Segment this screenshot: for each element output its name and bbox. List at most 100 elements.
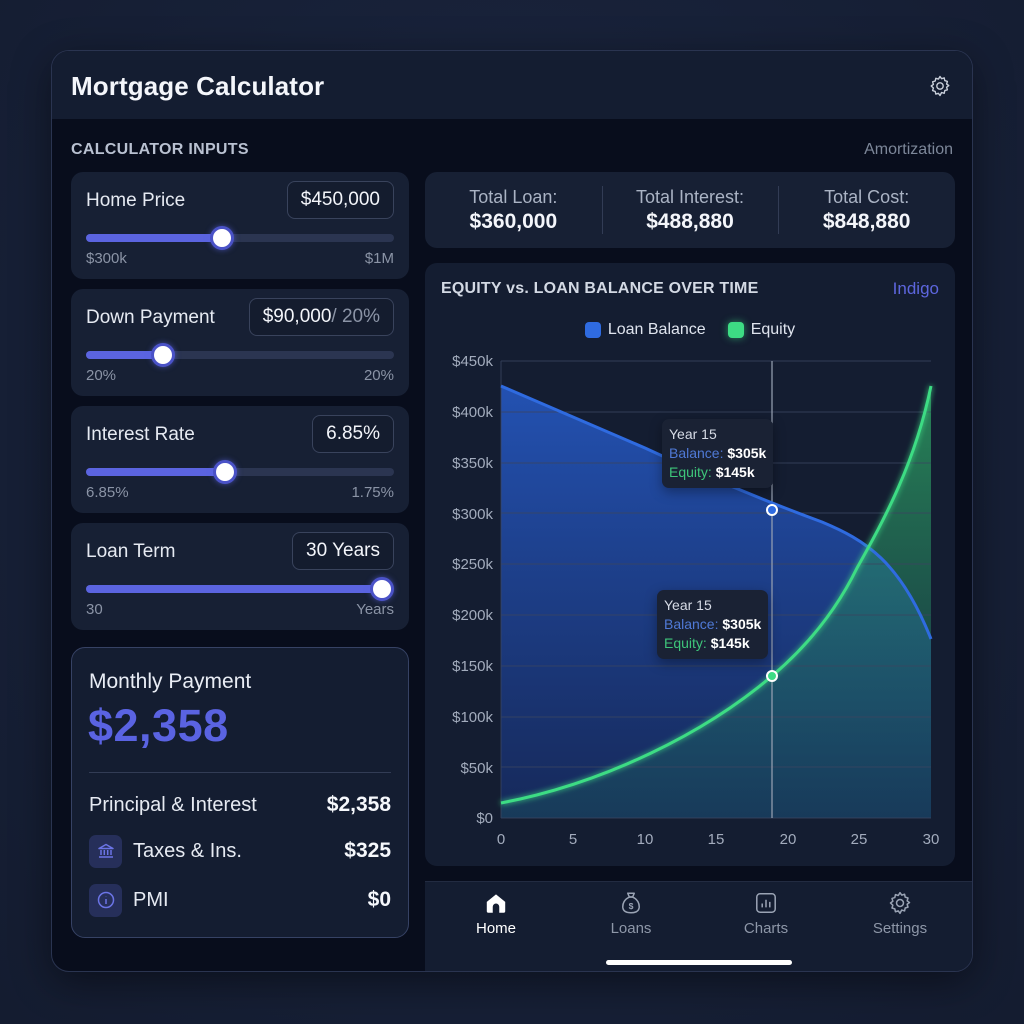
legend-swatch-blue bbox=[584, 322, 601, 338]
svg-text:30: 30 bbox=[923, 831, 940, 848]
tab-loans[interactable]: $ Loans bbox=[586, 890, 676, 937]
equity-marker bbox=[766, 670, 778, 682]
calculator-inputs-heading: CALCULATOR INPUTS bbox=[71, 141, 249, 158]
interest-rate-card: Interest Rate 6.85% 6.85% 1.75% bbox=[71, 406, 409, 513]
bank-icon bbox=[89, 834, 122, 868]
slider-fill bbox=[86, 585, 382, 593]
bottom-tab-bar: Home $ Loans Charts Settings bbox=[425, 881, 972, 971]
total-loan-value: $360,000 bbox=[469, 209, 558, 233]
svg-text:$350k: $350k bbox=[452, 455, 493, 472]
bar-chart-icon bbox=[756, 893, 776, 913]
interest-rate-value: 6.85% bbox=[326, 423, 380, 444]
range-max: 1.75% bbox=[351, 484, 394, 501]
monthly-payment-value: $2,358 bbox=[88, 700, 229, 751]
svg-text:$100k: $100k bbox=[452, 709, 493, 726]
svg-text:$: $ bbox=[629, 901, 634, 911]
loan-term-input[interactable]: 30 Years bbox=[292, 532, 394, 570]
down-payment-value: $90,000 bbox=[262, 306, 332, 327]
slider-fill bbox=[86, 234, 222, 242]
principal-interest-label: Principal & Interest bbox=[89, 793, 257, 816]
svg-text:$450k: $450k bbox=[452, 353, 493, 370]
y-axis-labels: $450k $400k $350k $300k $250k $200k $150… bbox=[452, 353, 493, 827]
principal-interest-row: Principal & Interest $2,358 bbox=[89, 789, 391, 821]
svg-text:$300k: $300k bbox=[452, 506, 493, 523]
chart-legend: Loan Balance Equity bbox=[425, 321, 955, 339]
down-payment-percent: / 20% bbox=[331, 306, 380, 327]
slider-thumb[interactable] bbox=[212, 460, 237, 484]
divider bbox=[89, 772, 391, 773]
total-interest-label: Total Interest: bbox=[635, 186, 745, 207]
svg-text:$400k: $400k bbox=[452, 404, 493, 421]
loan-term-slider[interactable] bbox=[86, 577, 394, 601]
svg-text:5: 5 bbox=[569, 831, 577, 848]
home-price-card: Home Price $450,000 $300k $1M bbox=[71, 172, 409, 279]
home-icon bbox=[486, 894, 506, 913]
interest-rate-slider[interactable] bbox=[86, 460, 394, 484]
gear-icon bbox=[889, 891, 911, 915]
svg-text:$0: $0 bbox=[476, 810, 493, 827]
range-max: Years bbox=[356, 601, 394, 618]
total-loan-label: Total Loan: bbox=[469, 186, 558, 207]
interest-rate-input[interactable]: 6.85% bbox=[312, 415, 394, 453]
loan-summary: Total Loan: $360,000 Total Interest: $48… bbox=[425, 172, 955, 248]
slider-fill bbox=[86, 351, 163, 359]
home-indicator-bar[interactable] bbox=[606, 960, 792, 965]
home-price-slider[interactable] bbox=[86, 226, 394, 250]
slider-fill bbox=[86, 468, 225, 476]
slider-thumb[interactable] bbox=[209, 226, 234, 250]
down-payment-label: Down Payment bbox=[86, 307, 215, 328]
svg-text:$150k: $150k bbox=[452, 658, 493, 675]
loan-term-value: 30 Years bbox=[306, 540, 380, 561]
tab-label: Settings bbox=[872, 920, 928, 937]
down-payment-slider[interactable] bbox=[86, 343, 394, 367]
slider-thumb[interactable] bbox=[151, 343, 175, 367]
legend-loan-balance[interactable]: Loan Balance bbox=[584, 321, 706, 339]
down-payment-card: Down Payment $90,000 / 20% 20% 20% bbox=[71, 289, 409, 396]
loan-balance-marker bbox=[766, 504, 778, 516]
range-min: 30 bbox=[86, 601, 103, 618]
monthly-payment-card: Monthly Payment $2,358 Principal & Inter… bbox=[71, 647, 409, 938]
slider-thumb[interactable] bbox=[369, 577, 394, 601]
svg-text:25: 25 bbox=[851, 831, 868, 848]
legend-swatch-green bbox=[727, 322, 744, 338]
pmi-label: PMI bbox=[133, 888, 169, 911]
range-min: 6.85% bbox=[86, 484, 129, 501]
equity-area bbox=[501, 386, 931, 818]
area-chart[interactable]: $450k $400k $350k $300k $250k $200k $150… bbox=[425, 263, 955, 866]
app-title: Mortgage Calculator bbox=[71, 71, 325, 101]
x-axis-labels: 0 5 10 15 20 25 30 bbox=[497, 831, 940, 848]
range-min: $300k bbox=[86, 250, 127, 267]
money-bag-icon: $ bbox=[622, 892, 640, 914]
svg-text:15: 15 bbox=[708, 831, 725, 848]
amortization-link[interactable]: Amortization bbox=[864, 141, 953, 158]
tab-home[interactable]: Home bbox=[451, 890, 541, 937]
tab-label: Charts bbox=[743, 920, 789, 937]
tab-label: Loans bbox=[610, 920, 652, 937]
svg-text:$50k: $50k bbox=[460, 760, 493, 777]
total-cost: Total Cost: $848,880 bbox=[778, 172, 955, 248]
interest-rate-label: Interest Rate bbox=[86, 424, 195, 445]
chart-title: EQUITY vs. LOAN BALANCE OVER TIME bbox=[441, 280, 759, 297]
range-min: 20% bbox=[86, 367, 117, 384]
range-max: $1M bbox=[364, 250, 394, 267]
total-cost-label: Total Cost: bbox=[824, 186, 910, 207]
svg-text:0: 0 bbox=[497, 831, 505, 848]
svg-text:$250k: $250k bbox=[452, 556, 493, 573]
total-interest: Total Interest: $488,880 bbox=[601, 172, 779, 248]
app-header: Mortgage Calculator bbox=[52, 51, 972, 119]
legend-equity[interactable]: Equity bbox=[727, 321, 795, 339]
total-loan: Total Loan: $360,000 bbox=[425, 172, 602, 248]
total-cost-value: $848,880 bbox=[822, 209, 911, 233]
down-payment-input[interactable]: $90,000 / 20% bbox=[248, 298, 394, 336]
tab-settings[interactable]: Settings bbox=[855, 890, 945, 937]
legend-label: Loan Balance bbox=[607, 321, 706, 338]
pmi-row: PMI $0 bbox=[89, 883, 391, 917]
svg-text:10: 10 bbox=[637, 831, 654, 848]
home-price-input[interactable]: $450,000 bbox=[286, 181, 394, 219]
tab-charts[interactable]: Charts bbox=[721, 890, 811, 937]
info-icon[interactable] bbox=[89, 883, 122, 917]
equity-loan-chart-card: EQUITY vs. LOAN BALANCE OVER TIME Indigo… bbox=[425, 263, 955, 866]
gear-icon[interactable] bbox=[928, 74, 952, 98]
chart-theme-selector[interactable]: Indigo bbox=[892, 279, 939, 298]
taxes-insurance-value: $325 bbox=[344, 839, 391, 862]
